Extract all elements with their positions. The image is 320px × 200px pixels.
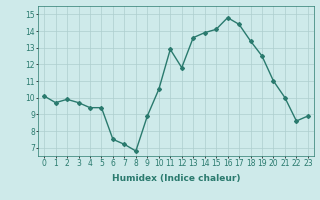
X-axis label: Humidex (Indice chaleur): Humidex (Indice chaleur) — [112, 174, 240, 183]
